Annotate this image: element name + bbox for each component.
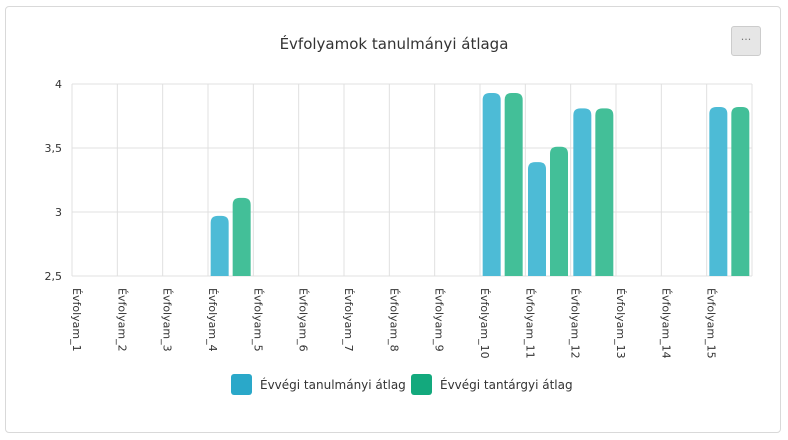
bar-tantargyi-4 [232, 197, 251, 276]
bar-tantargyi-15 [731, 107, 750, 276]
x-tick-label: Évfolyam_14 [659, 288, 672, 359]
x-tick-label: Évfolyam_6 [297, 288, 310, 352]
x-tick-label: Évfolyam_3 [161, 288, 174, 352]
x-tick-label: Évfolyam_2 [115, 288, 128, 352]
chart-bars [210, 92, 750, 277]
legend-label: Évvégi tanulmányi átlag [260, 377, 406, 392]
legend-label: Évvégi tantárgyi átlag [440, 377, 573, 392]
bar-tanulmanyi-15 [709, 107, 728, 276]
x-tick-label: Évfolyam_12 [569, 288, 582, 359]
y-tick-label: 3,5 [45, 142, 63, 155]
bar-tantargyi-10 [504, 92, 523, 277]
x-tick-label: Évfolyam_8 [387, 288, 400, 352]
chart-grid [71, 83, 753, 277]
legend-swatch [231, 374, 252, 395]
x-axis-ticks: Évfolyam_1 Évfolyam_2 Évfolyam_3 Évfolyam_4… [70, 288, 718, 359]
y-tick-label: 4 [55, 78, 62, 91]
x-tick-label: Évfolyam_10 [478, 288, 491, 359]
bar-tantargyi-11 [550, 146, 568, 276]
chart-card: Évfolyamok tanulmányi átlaga ··· [5, 6, 781, 433]
bar-tanulmanyi-11 [528, 162, 546, 276]
x-tick-label: Évfolyam_15 [705, 288, 718, 359]
chart-menu-button[interactable]: ··· [731, 26, 761, 56]
bar-tanulmanyi-10 [482, 92, 501, 277]
bar-tanulmanyi-4 [210, 215, 229, 276]
x-tick-label: Évfolyam_9 [433, 288, 446, 352]
legend-swatch [411, 374, 432, 395]
bar-tantargyi-12 [595, 108, 614, 276]
y-tick-label: 2,5 [45, 270, 63, 283]
x-tick-label: Évfolyam_11 [523, 288, 536, 359]
x-tick-label: Évfolyam_13 [614, 288, 627, 359]
x-tick-label: Évfolyam_5 [251, 288, 264, 352]
chart-title: Évfolyamok tanulmányi átlaga [279, 35, 509, 53]
y-axis-ticks: 2,5 3 3,5 4 [45, 78, 63, 283]
x-tick-label: Évfolyam_4 [206, 288, 219, 352]
x-tick-label: Évfolyam_7 [342, 288, 355, 352]
x-tick-label: Évfolyam_1 [70, 288, 83, 352]
bar-tanulmanyi-12 [573, 108, 592, 276]
y-tick-label: 3 [55, 206, 62, 219]
chart-legend: Évvégi tanulmányi átlag Évvégi tantárgyi … [231, 374, 573, 395]
